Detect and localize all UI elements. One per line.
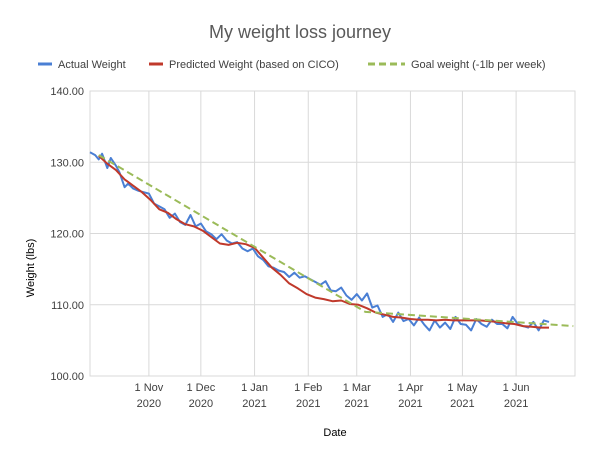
x-tick-year-label: 2020 (189, 398, 213, 410)
x-tick-year-label: 2021 (504, 398, 528, 410)
legend: Actual Weight Predicted Weight (based on… (38, 59, 546, 71)
x-tick-year-label: 2021 (450, 398, 474, 410)
y-axis-ticks: 100.00 110.00 120.00 130.00 140.00 (50, 86, 84, 383)
x-tick-label: 1 Dec (186, 382, 215, 394)
legend-label-goal-weight: Goal weight (-1lb per week) (411, 59, 546, 71)
legend-item-goal-weight: Goal weight (-1lb per week) (368, 59, 546, 71)
legend-label-actual-weight: Actual Weight (58, 59, 126, 71)
x-tick-year-label: 2021 (345, 398, 369, 410)
series-line-predicted-weight (98, 155, 549, 329)
y-tick-label: 140.00 (50, 86, 84, 98)
x-axis-label: Date (323, 427, 346, 439)
y-tick-label: 130.00 (50, 157, 84, 169)
x-axis-ticks: 1 Nov 2020 1 Dec 2020 1 Jan 2021 1 Feb 2021 1 Ma… (135, 382, 530, 410)
x-tick-label: 1 Nov (135, 382, 164, 394)
legend-label-predicted-weight: Predicted Weight (based on CICO) (169, 59, 339, 71)
chart-title: My weight loss journey (209, 22, 391, 42)
legend-item-actual-weight: Actual Weight (38, 59, 126, 71)
x-tick-year-label: 2021 (398, 398, 422, 410)
legend-item-predicted-weight: Predicted Weight (based on CICO) (149, 59, 339, 71)
x-tick-label: 1 Apr (398, 382, 424, 394)
series-line-goal-weight (98, 154, 574, 328)
x-tick-year-label: 2020 (137, 398, 161, 410)
x-tick-year-label: 2021 (296, 398, 320, 410)
y-tick-label: 100.00 (50, 371, 84, 383)
y-tick-label: 120.00 (50, 229, 84, 241)
series-line-actual-weight (89, 151, 550, 332)
x-tick-label: 1 Feb (294, 382, 322, 394)
plot-series (89, 151, 574, 332)
y-axis-label: Weight (lbs) (25, 239, 37, 297)
x-tick-label: 1 Jan (241, 382, 268, 394)
gridlines (89, 90, 576, 377)
x-tick-year-label: 2021 (242, 398, 266, 410)
x-tick-label: 1 Jun (503, 382, 530, 394)
x-tick-label: 1 Mar (343, 382, 371, 394)
x-tick-label: 1 May (447, 382, 477, 394)
y-tick-label: 110.00 (51, 300, 84, 312)
